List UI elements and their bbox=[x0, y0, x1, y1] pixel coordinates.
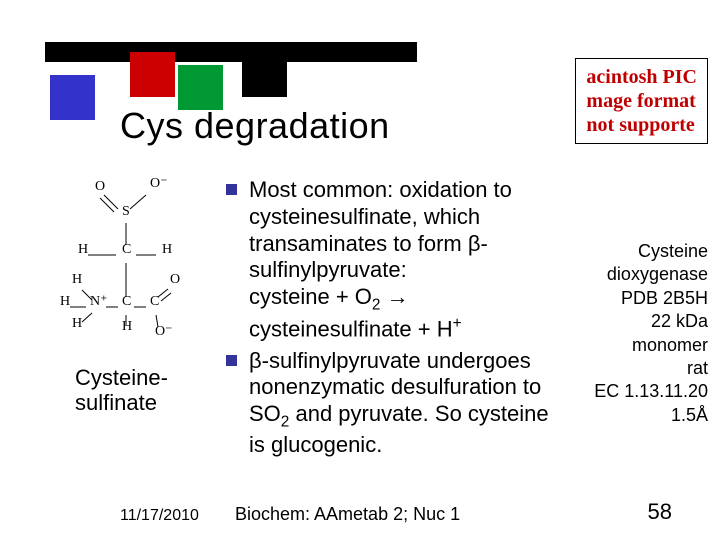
error-line: acintosh PIC bbox=[586, 65, 697, 89]
bullet-marker-icon bbox=[226, 355, 237, 366]
svg-text:C: C bbox=[122, 242, 131, 257]
error-line: mage format bbox=[586, 89, 697, 113]
footer-page-number: 58 bbox=[648, 499, 672, 525]
svg-text:S: S bbox=[122, 204, 130, 219]
error-line: not supporte bbox=[586, 113, 697, 137]
svg-text:C: C bbox=[122, 294, 131, 309]
svg-text:C: C bbox=[150, 294, 159, 309]
bullet-text: β-sulfinylpyruvate undergoes nonenzymati… bbox=[249, 348, 556, 460]
footer-date: 11/17/2010 bbox=[120, 507, 199, 525]
enzyme-resolution: 1.5Å bbox=[558, 404, 708, 427]
enzyme-mass: 22 kDa bbox=[558, 310, 708, 333]
enzyme-name: Cysteine dioxygenase bbox=[558, 240, 708, 287]
molecule-label-line: sulfinate bbox=[75, 390, 168, 415]
svg-text:H: H bbox=[72, 316, 82, 331]
svg-text:O: O bbox=[170, 272, 180, 287]
enzyme-species: rat bbox=[558, 357, 708, 380]
svg-text:H: H bbox=[60, 294, 70, 309]
enzyme-info: Cysteine dioxygenase PDB 2B5H 22 kDa mon… bbox=[558, 240, 708, 427]
enzyme-oligomer: monomer bbox=[558, 334, 708, 357]
svg-text:N⁺: N⁺ bbox=[90, 294, 108, 309]
svg-text:O⁻: O⁻ bbox=[150, 176, 168, 191]
svg-text:H: H bbox=[72, 272, 82, 287]
svg-text:H: H bbox=[162, 242, 172, 257]
svg-text:H: H bbox=[78, 242, 88, 257]
pict-error-box: acintosh PIC mage format not supporte bbox=[575, 58, 708, 144]
bullet-list: Most common: oxidation to cysteinesulfin… bbox=[226, 177, 556, 463]
bullet-marker-icon bbox=[226, 184, 237, 195]
slide-title: Cys degradation bbox=[120, 105, 390, 147]
molecule-structure: OO⁻SHCHHOHN⁺CCHHO⁻ bbox=[50, 175, 200, 350]
bullet-item: Most common: oxidation to cysteinesulfin… bbox=[226, 177, 556, 344]
svg-text:O: O bbox=[95, 179, 105, 194]
enzyme-pdb: PDB 2B5H bbox=[558, 287, 708, 310]
bullet-item: β-sulfinylpyruvate undergoes nonenzymati… bbox=[226, 348, 556, 460]
molecule-label-line: Cysteine- bbox=[75, 365, 168, 390]
enzyme-ec: EC 1.13.11.20 bbox=[558, 380, 708, 403]
bullet-text: Most common: oxidation to cysteinesulfin… bbox=[249, 177, 556, 344]
footer-title: Biochem: AAmetab 2; Nuc 1 bbox=[235, 504, 460, 525]
molecule-label: Cysteine- sulfinate bbox=[75, 365, 168, 416]
svg-text:O⁻: O⁻ bbox=[155, 324, 173, 339]
svg-text:H: H bbox=[122, 319, 132, 334]
